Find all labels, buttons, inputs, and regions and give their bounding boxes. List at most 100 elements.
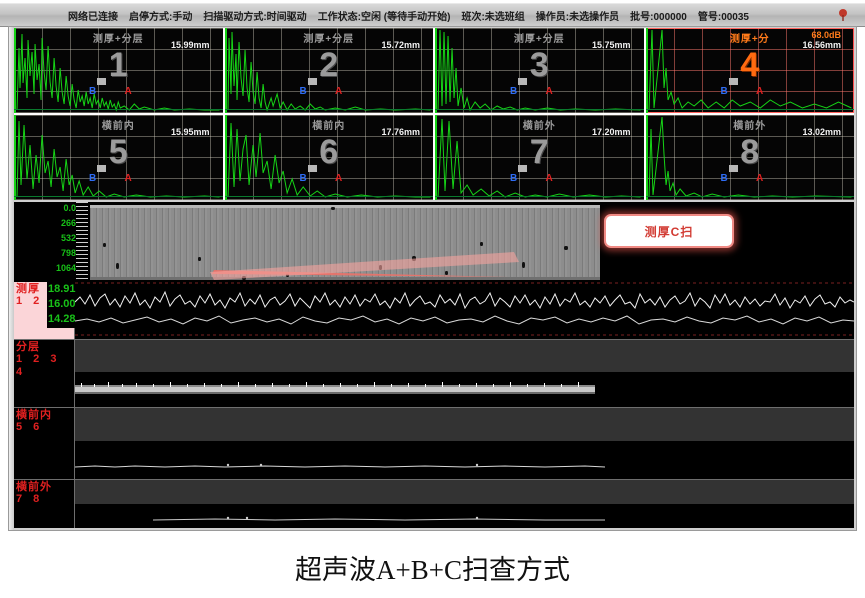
section-label-numbers: 5 6 <box>16 421 44 433</box>
gate-a-marker: A <box>545 173 553 184</box>
section-label-numbers: 1 2 3 4 <box>16 353 61 378</box>
ascan-baseline <box>224 196 433 197</box>
transverse-inner-label-col: 横前内 5 6 <box>14 407 75 479</box>
ascan-channel-1[interactable]: 测厚+分层 15.99mm 1 B A <box>14 28 223 113</box>
thickness-readout-3: 14.28 <box>48 313 76 325</box>
gate-b-marker: B <box>510 173 518 184</box>
ascan-channel-number: 4 <box>740 46 760 84</box>
gate-tick-marker <box>518 78 528 85</box>
left-scroll-rail[interactable] <box>9 27 14 530</box>
delamination-bscan-trace <box>75 382 595 394</box>
transverse-inner-row: 横前内 5 6 <box>14 407 854 479</box>
delamination-label-col: 分层 1 2 3 4 <box>14 339 75 407</box>
cscan-tick-1: 266 <box>60 218 76 228</box>
ascan-channel-title: 横前外 <box>522 121 556 132</box>
cscan-texture <box>90 205 600 280</box>
ascan-thickness-value: 17.76mm <box>381 127 420 137</box>
ascan-channel-number: 2 <box>319 46 339 84</box>
section-label-name: 横前内 <box>16 409 52 421</box>
ascan-grid <box>14 28 223 113</box>
gate-b-marker: B <box>299 86 307 97</box>
ascan-channel-6[interactable]: 横前内 17.76mm 6 B A <box>224 115 433 200</box>
ascan-grid <box>14 115 223 200</box>
gate-tick-marker <box>307 165 317 172</box>
cscan-defect-speck <box>412 256 416 261</box>
ascan-left-marker <box>645 115 648 200</box>
section-label-numbers: 7 8 <box>16 493 44 505</box>
ascan-channel-4[interactable]: 测厚+分 68.0dB 16.56mm 4 B A <box>645 28 854 113</box>
ascan-waveform <box>16 33 220 112</box>
ascan-channel-5[interactable]: 横前内 15.95mm 5 B A <box>14 115 223 200</box>
cscan-defect-speck <box>445 271 448 275</box>
ascan-waveform <box>648 29 852 111</box>
status-batch-no: 批号:000000 <box>630 11 687 23</box>
gate-a-marker: A <box>335 86 343 97</box>
ascan-baseline <box>14 109 223 110</box>
status-shift: 班次:未选班组 <box>461 11 525 23</box>
gate-b-marker: B <box>720 173 728 184</box>
ascan-baseline <box>645 109 854 110</box>
thickness-readout-2: 16.00 <box>48 298 76 310</box>
ascan-panel-grid: 测厚+分层 15.99mm 1 B A 测厚+分层 15.72mm 2 B A <box>14 28 854 200</box>
gate-a-marker: A <box>545 86 553 97</box>
cscan-defect-speck <box>242 276 246 280</box>
ascan-channel-2[interactable]: 测厚+分层 15.72mm 2 B A <box>224 28 433 113</box>
gate-a-marker: A <box>756 173 764 184</box>
ascan-waveform <box>227 122 430 198</box>
thickness-trace-row: 测厚 1 2 3 18.91 16.00 14.28 <box>14 282 854 339</box>
cscan-ruler <box>76 202 88 282</box>
status-items: 网络已连接 启停方式:手动 扫描驱动方式:时间驱动 工作状态:空闲 (等待手动开… <box>68 8 749 23</box>
ascan-grid <box>435 28 644 113</box>
ascan-channel-title: 测厚+分层 <box>303 34 355 45</box>
ascan-waveform <box>227 31 431 112</box>
ascan-channel-8[interactable]: 横前外 13.02mm 8 B A <box>645 115 854 200</box>
cscan-defect-speck <box>286 273 289 277</box>
status-work-state: 工作状态:空闲 (等待手动开始) <box>317 11 451 23</box>
section-label-name: 测厚 <box>16 283 40 295</box>
gate-a-marker: A <box>335 173 343 184</box>
cscan-defect-speck <box>379 265 382 270</box>
ascan-thickness-value: 15.95mm <box>170 127 210 137</box>
gate-tick-marker <box>97 165 107 172</box>
transverse-outer-bscan-trace <box>152 516 605 521</box>
ascan-channel-3[interactable]: 测厚+分层 15.75mm 3 B A <box>435 28 644 113</box>
ascan-channel-7[interactable]: 横前外 17.20mm 7 B A <box>435 115 644 200</box>
cscan-defect-speck <box>480 242 483 246</box>
status-operator: 操作员:未选操作员 <box>535 11 620 23</box>
pin-icon[interactable] <box>837 8 849 22</box>
cscan-tick-4: 1064 <box>55 263 76 273</box>
gate-tick-marker <box>97 78 107 85</box>
thickness-readout-box: 18.91 16.00 14.28 <box>47 282 77 328</box>
gate-a-marker: A <box>756 86 764 97</box>
gate-b-marker: B <box>720 86 728 97</box>
transverse-outer-label-col: 横前外 7 8 <box>14 479 75 528</box>
ascan-thickness-value: 16.56mm <box>802 40 841 50</box>
row-divider <box>14 479 854 480</box>
ascan-left-marker <box>224 115 227 200</box>
ascan-thickness-value: 17.20mm <box>591 127 631 137</box>
delamination-row: 分层 1 2 3 4 <box>14 339 854 407</box>
ascan-channel-number: 7 <box>529 133 549 171</box>
gate-b-marker: B <box>89 173 97 184</box>
cscan-image[interactable] <box>90 205 600 280</box>
cscan-top-band <box>90 205 600 208</box>
row-divider <box>14 339 854 340</box>
gate-a-marker: A <box>124 173 132 184</box>
gate-b-marker: B <box>299 173 307 184</box>
status-scan-drive-mode: 扫描驱动方式:时间驱动 <box>203 11 307 23</box>
ascan-baseline <box>435 109 644 110</box>
status-bar: 网络已连接 启停方式:手动 扫描驱动方式:时间驱动 工作状态:空闲 (等待手动开… <box>0 3 865 27</box>
ascan-grid <box>224 115 433 200</box>
gate-a-marker: A <box>124 86 132 97</box>
cscan-tick-2: 532 <box>60 233 76 243</box>
cscan-defect-speck <box>198 257 201 261</box>
cscan-callout-label: 测厚C扫 <box>644 224 694 239</box>
scan-display-area: 0.0 266 532 798 1064 <box>14 202 854 528</box>
cscan-tick-3: 798 <box>60 248 76 258</box>
transverse-inner-bscan-trace <box>75 463 606 468</box>
ascan-left-marker <box>224 28 227 113</box>
gate-tick-marker <box>307 78 317 85</box>
ascan-waveform <box>437 29 641 112</box>
transverse-inner-band-gray <box>75 408 854 441</box>
